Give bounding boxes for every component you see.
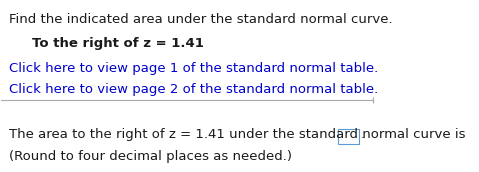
Text: Find the indicated area under the standard normal curve.: Find the indicated area under the standa… [9,13,393,26]
Text: Click here to view page 2 of the standard normal table.: Click here to view page 2 of the standar… [9,83,378,96]
Text: (Round to four decimal places as needed.): (Round to four decimal places as needed.… [9,150,292,163]
Text: To the right of z = 1.41: To the right of z = 1.41 [32,37,204,50]
Text: Click here to view page 1 of the standard normal table.: Click here to view page 1 of the standar… [9,62,378,75]
Text: .: . [361,128,365,141]
Text: The area to the right of z = 1.41 under the standard normal curve is: The area to the right of z = 1.41 under … [9,128,466,141]
FancyBboxPatch shape [338,129,359,144]
